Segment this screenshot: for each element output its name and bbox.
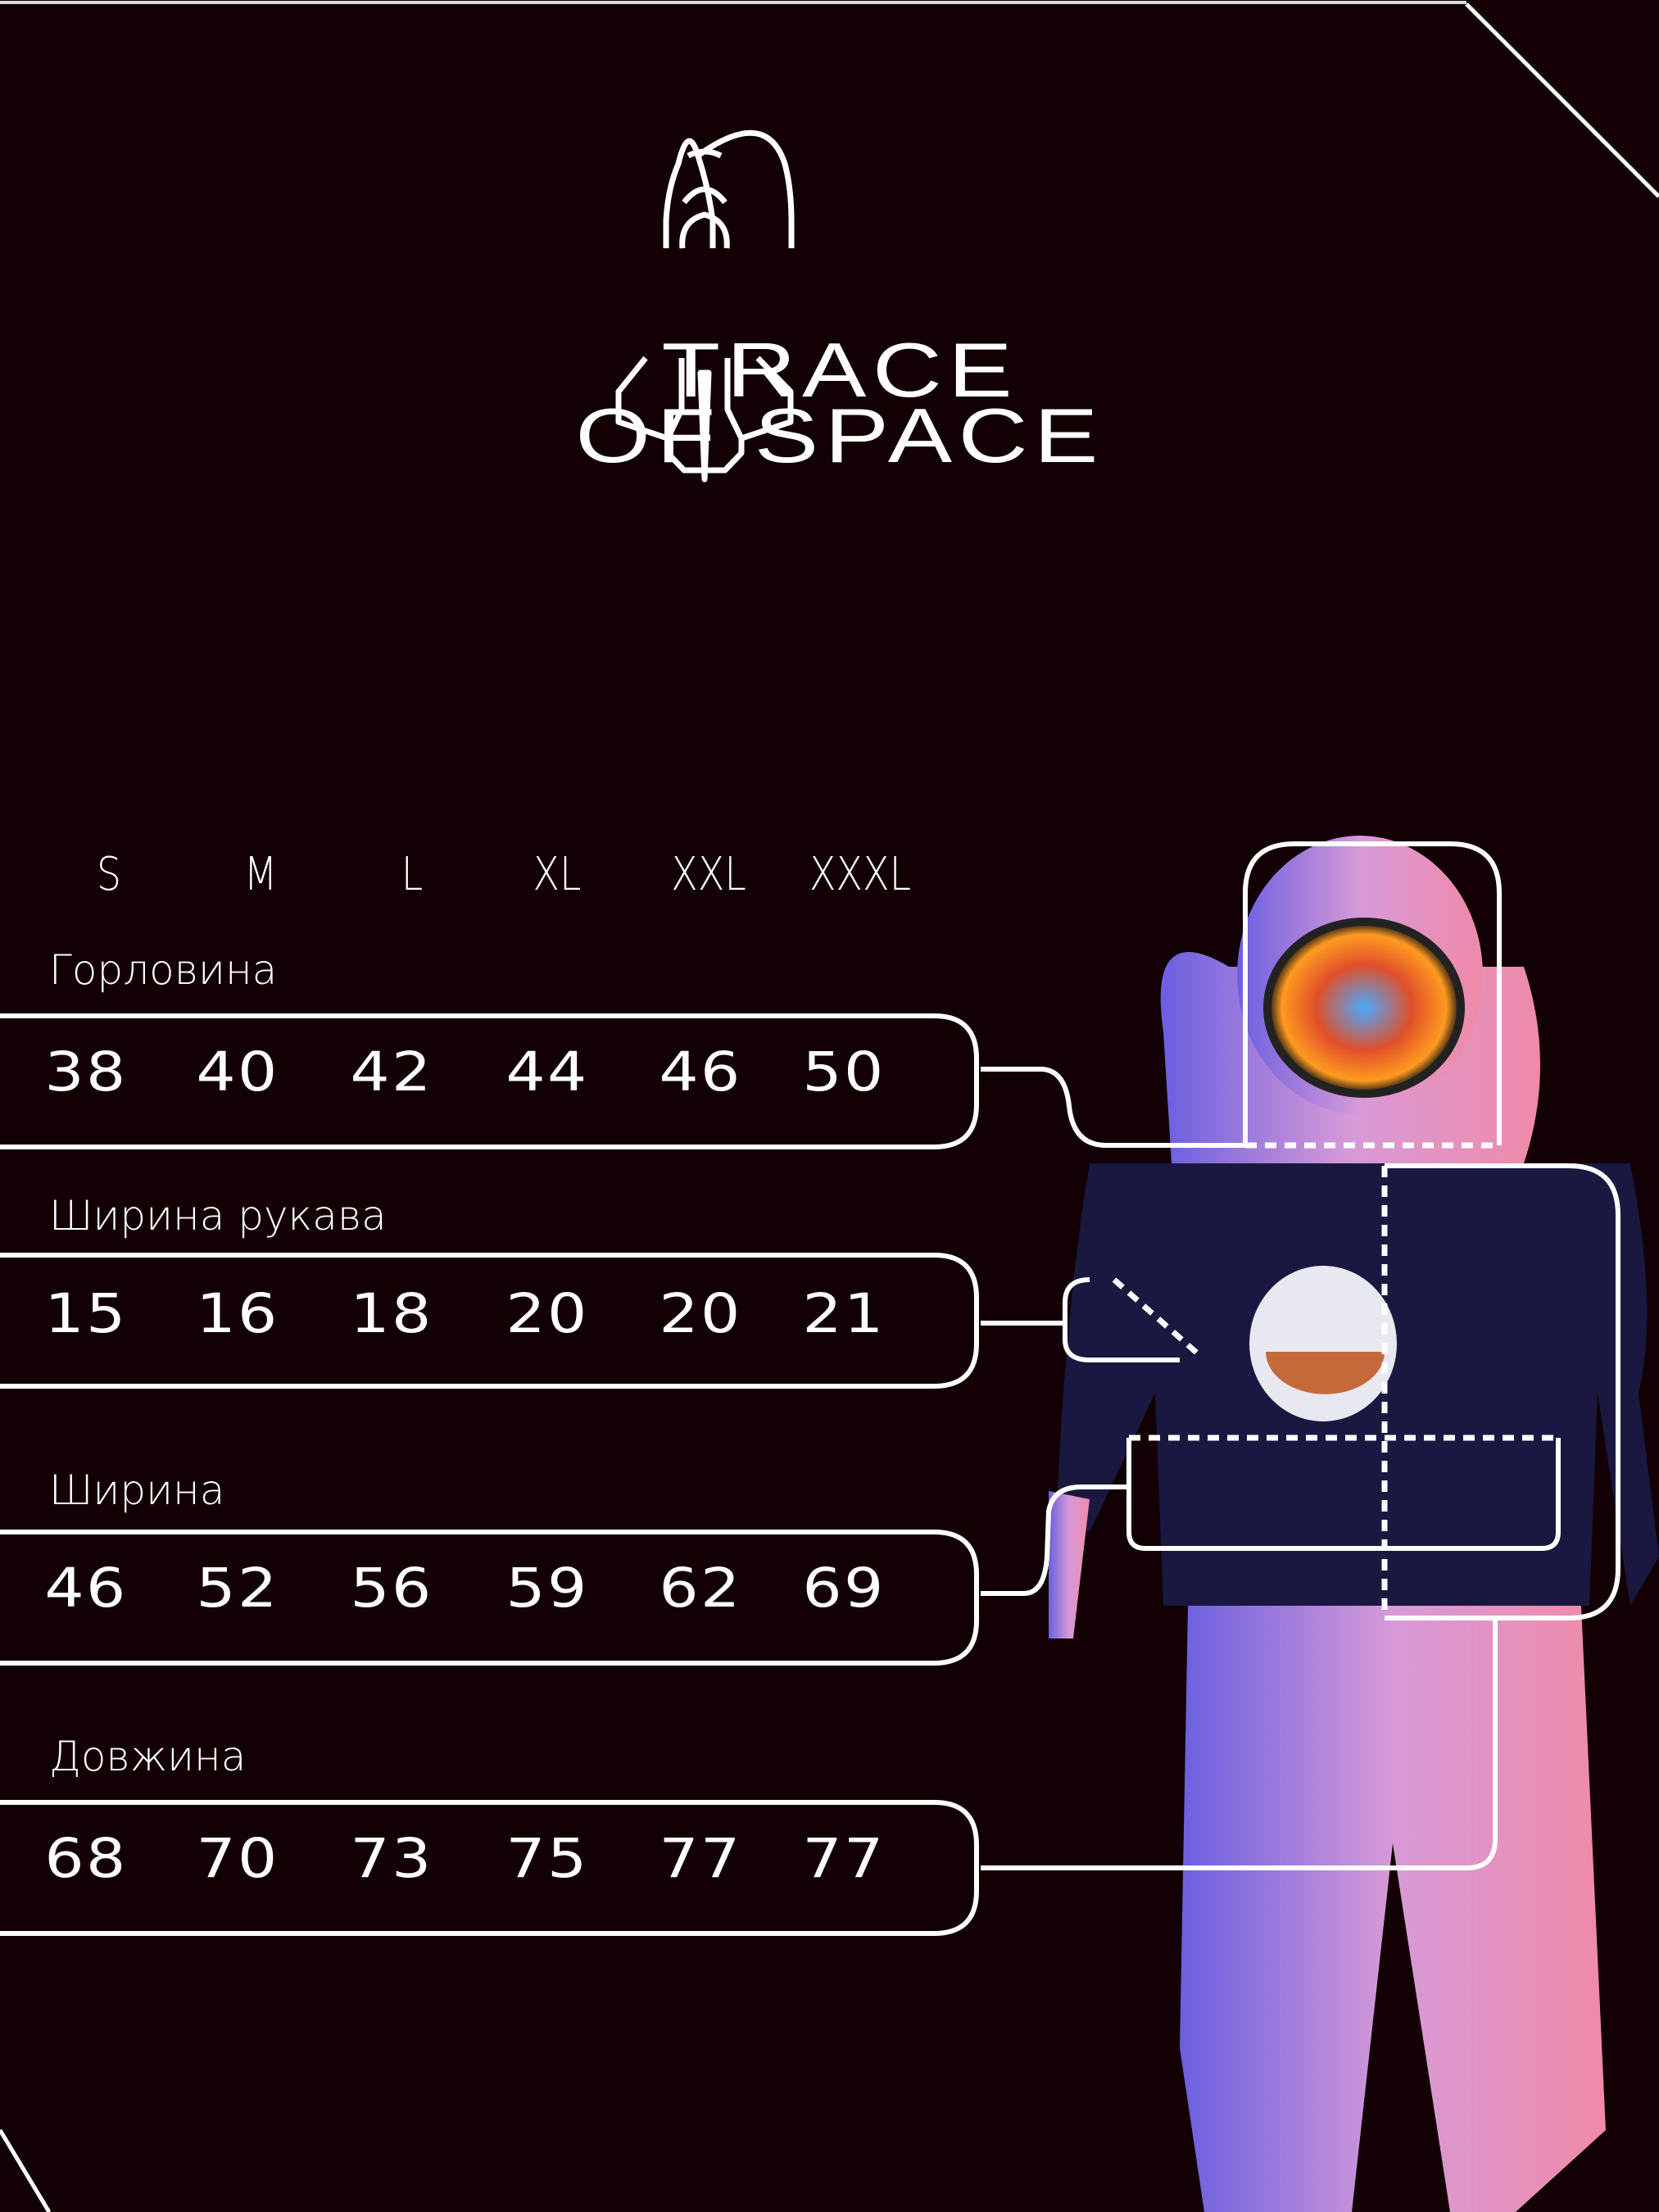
size-header-xxxl: XXXL [809,848,912,901]
measurement-label: Горловина [49,946,278,994]
box-neck [0,1013,979,1149]
size-header-l: L [401,848,424,901]
measurement-value-xxxl: 77 [802,1827,886,1890]
measurement-value-xxl: 62 [659,1557,742,1620]
dashed-guides [1112,1142,1558,1618]
measurement-value-s: 38 [44,1040,128,1104]
measurement-label: Ширина рукава [49,1192,387,1240]
box-sleeve [0,1253,979,1389]
measurement-value-l: 42 [350,1040,433,1104]
box-length [0,1800,979,1936]
measurement-value-m: 40 [196,1040,279,1104]
measurement-value-xl: 75 [505,1827,589,1890]
measurement-value-l: 56 [350,1557,433,1620]
corner-line [0,2128,52,2212]
measurement-boxes [0,841,1620,1936]
astronaut-image [1049,836,1659,2212]
size-header-s: S [96,848,122,901]
measurement-value-xxl: 77 [659,1827,742,1890]
measurement-value-xxxl: 69 [802,1557,886,1620]
measurement-value-xxxl: 21 [802,1282,886,1345]
measurement-value-xl: 20 [505,1282,589,1345]
measurement-value-m: 16 [196,1282,279,1345]
brand-line-2: OF SPACE [575,392,1104,478]
size-header-xl: XL [533,848,582,901]
corner-line [1465,2,1659,198]
measurement-value-l: 73 [350,1827,433,1890]
measurement-value-s: 68 [44,1827,128,1890]
measurement-value-xxl: 46 [659,1040,742,1104]
measurement-value-xl: 44 [505,1040,589,1104]
size-header-m: M [243,848,278,901]
brand-line-1: TRACE [661,327,1018,413]
measurement-value-xxl: 20 [659,1282,742,1345]
measurement-value-m: 52 [196,1557,279,1620]
measurement-label: Ширина [49,1466,225,1514]
box-width [0,1530,979,1666]
rocket-logo-icon [615,129,795,483]
measurement-label: Довжина [49,1733,247,1780]
measurement-value-s: 15 [44,1282,128,1345]
measurement-value-l: 18 [350,1282,433,1345]
measurement-value-xxxl: 50 [802,1040,886,1104]
measurement-value-m: 70 [196,1827,279,1890]
size-header-xxl: XXL [671,848,746,901]
measurement-value-xl: 59 [505,1557,589,1620]
measurement-value-s: 46 [44,1557,128,1620]
